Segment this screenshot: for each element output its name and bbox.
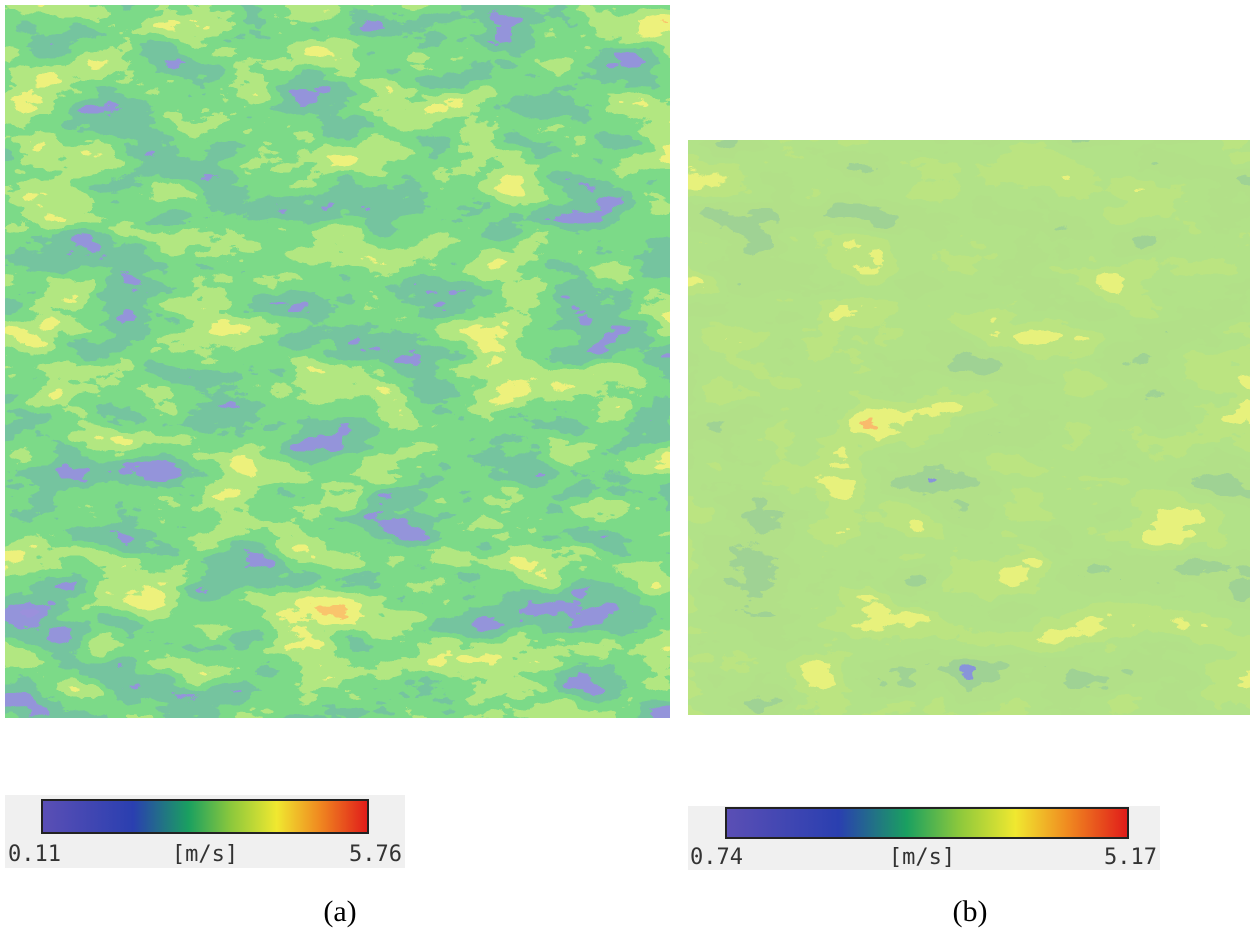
panel-caption: (b) bbox=[953, 895, 988, 928]
colorbar-min: 0.11 bbox=[8, 842, 61, 867]
colorbar: 0.74 [m/s] 5.17 bbox=[688, 806, 1160, 870]
velocity-map bbox=[5, 5, 670, 718]
colorbar-max: 5.17 bbox=[1104, 845, 1157, 870]
panel-caption: (a) bbox=[323, 895, 356, 928]
colorbar: 0.11 [m/s] 5.76 bbox=[5, 795, 405, 868]
velocity-map bbox=[688, 140, 1250, 715]
colorbar-unit: [m/s] bbox=[889, 845, 955, 870]
colorbar-bar bbox=[41, 799, 369, 834]
colorbar-min: 0.74 bbox=[690, 845, 743, 870]
colorbar-bar bbox=[725, 807, 1129, 839]
colorbar-unit: [m/s] bbox=[172, 842, 238, 867]
colorbar-max: 5.76 bbox=[349, 842, 402, 867]
